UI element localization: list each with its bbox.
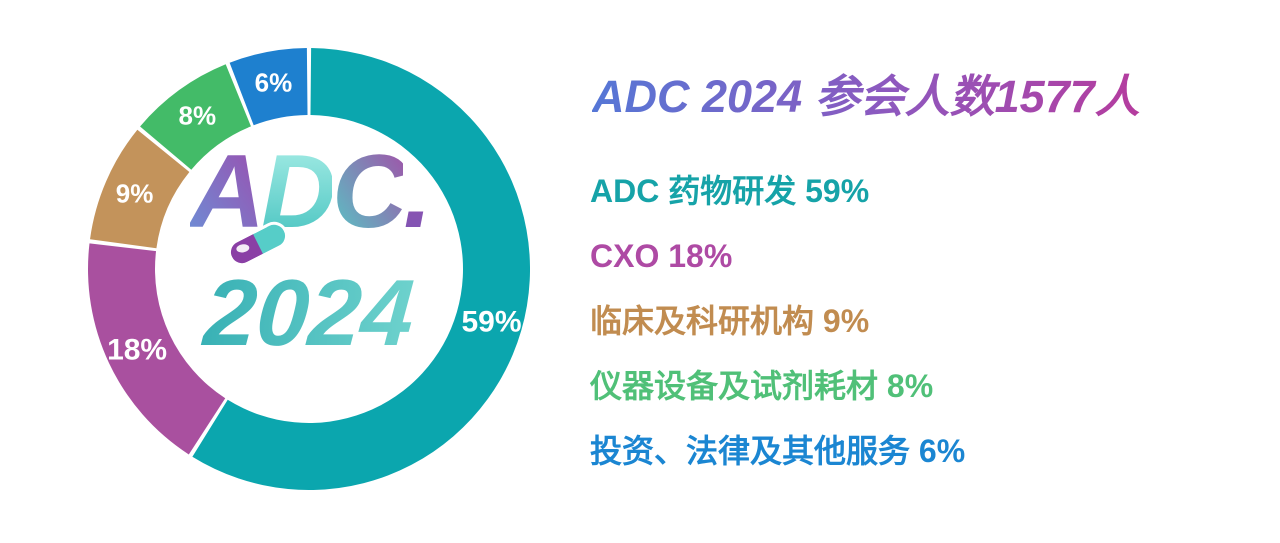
donut-segment-4	[229, 48, 308, 126]
donut-chart-container: 59% 18% 9% 8% 6% ADC. 2024	[88, 48, 530, 490]
donut-segment-1	[88, 243, 226, 455]
page-title: ADC 2024 参会人数1577人	[592, 60, 1140, 125]
legend-item: ADC 药物研发 59%	[590, 173, 870, 209]
donut-segment-label: 6%	[255, 67, 293, 97]
legend-item: CXO 18%	[590, 238, 733, 274]
donut-segment-label: 59%	[461, 306, 521, 339]
legend: ADC 药物研发 59% CXO 18% 临床及科研机构 9% 仪器设备及试剂耗材 8…	[590, 174, 965, 499]
logo-letter: C	[332, 134, 407, 250]
donut-segment-label: 18%	[107, 333, 167, 366]
donut-segment-0	[192, 48, 530, 490]
donut-segment-2	[90, 129, 190, 249]
donut-segment-label: 9%	[116, 179, 154, 209]
legend-item: 临床及科研机构 9%	[590, 303, 870, 339]
donut-segment-3	[140, 64, 251, 170]
adc-logo-text: ADC.	[88, 140, 530, 244]
donut-segment-label: 8%	[179, 100, 217, 130]
logo-letter: A	[189, 134, 265, 250]
logo-letter: .	[403, 134, 432, 250]
legend-item: 投资、法律及其他服务 6%	[590, 433, 966, 469]
center-logo: ADC. 2024	[88, 48, 530, 490]
donut-chart: 59% 18% 9% 8% 6%	[88, 48, 530, 490]
legend-item: 仪器设备及试剂耗材 8%	[590, 368, 934, 404]
logo-year-text: 2024	[85, 260, 534, 365]
